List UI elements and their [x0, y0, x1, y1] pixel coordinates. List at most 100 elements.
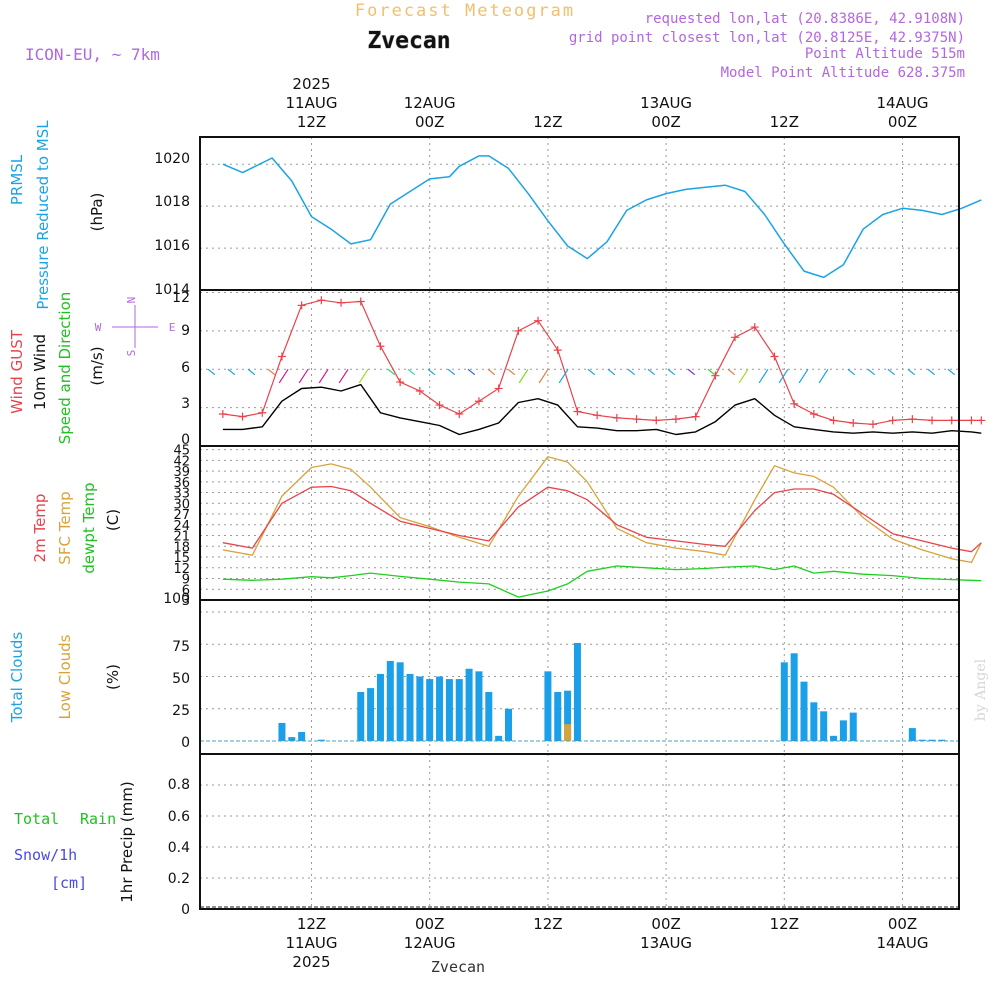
top-time-label-0-0: 2025 — [292, 75, 330, 93]
wind-arrow-9 — [387, 368, 396, 376]
gust-marker-36 — [928, 416, 937, 425]
wind-arrow-20 — [607, 368, 616, 376]
frame-precip — [199, 753, 960, 910]
wind-arrow-30 — [798, 368, 809, 384]
bottom-time-label-1-1: 12AUG — [404, 934, 456, 952]
total-cloud-bar-35 — [938, 739, 946, 741]
gust-marker-8 — [376, 342, 385, 351]
cloud-tick-75: 75 — [172, 639, 190, 655]
cloud-unit: (%) — [104, 664, 122, 690]
wind-arrow-19 — [587, 368, 596, 376]
precip-tick-0.6: 0.6 — [168, 809, 190, 825]
total-cloud-bar-18 — [495, 735, 503, 741]
wind-arrow-35 — [907, 368, 916, 376]
dewpt-line — [222, 565, 982, 598]
bottom-time-label-1-0: 00Z — [415, 915, 444, 933]
requested-point: requested lon,lat (20.8386E, 42.9108N) — [645, 11, 965, 27]
temp-tick-3: 3 — [182, 594, 190, 609]
total-cloud-label: Total Clouds — [8, 632, 26, 724]
temp-tick-12: 12 — [173, 562, 190, 577]
temp-tick-42: 42 — [173, 454, 190, 469]
precip-tick-0.2: 0.2 — [168, 871, 190, 887]
gust-line — [222, 299, 982, 425]
wind-dir-label: Speed and Direction — [56, 292, 74, 445]
top-time-label-3-1: 00Z — [651, 113, 680, 131]
top-time-label-4-0: 12Z — [770, 113, 799, 131]
wind-unit: (m/s) — [88, 346, 106, 385]
wind-arrow-13 — [467, 368, 476, 376]
gust-marker-2 — [258, 408, 267, 417]
temp-tick-24: 24 — [173, 519, 190, 534]
bottom-time-label-4-0: 12Z — [770, 915, 799, 933]
total-cloud-bar-30 — [839, 720, 847, 741]
total-cloud-bar-2 — [298, 731, 306, 741]
total-cloud-bar-12 — [436, 676, 444, 741]
wind-arrow-12 — [447, 368, 456, 376]
wind-arrow-25 — [707, 368, 716, 376]
total-cloud-bar-8 — [396, 662, 404, 741]
top-time-label-0-1: 11AUG — [286, 94, 338, 112]
pressure-tick-1014: 1014 — [154, 282, 190, 298]
wind-arrow-5 — [298, 368, 309, 384]
total-cloud-bar-5 — [367, 688, 375, 741]
gust-marker-37 — [947, 416, 956, 425]
gust-marker-24 — [691, 412, 700, 421]
total-cloud-bar-17 — [485, 691, 493, 741]
top-time-label-0-2: 12Z — [297, 113, 326, 131]
temp-tick-21: 21 — [173, 530, 190, 545]
gust-marker-32 — [849, 418, 858, 427]
total-cloud-bar-9 — [406, 673, 414, 741]
gust-marker-7 — [356, 297, 365, 306]
gust-marker-16 — [534, 316, 543, 325]
chart-marks — [200, 155, 986, 908]
wind-arrow-11 — [427, 368, 436, 376]
total-cloud-bar-28 — [820, 711, 828, 741]
wind-tick-0: 0 — [181, 432, 190, 448]
wind-arrow-16 — [518, 368, 529, 384]
t2m-label: 2m Temp — [31, 494, 49, 563]
wind-arrow-17 — [538, 368, 549, 384]
top-time-label-2-0: 12Z — [533, 113, 562, 131]
grid-lines — [200, 137, 959, 909]
total-cloud-bar-25 — [790, 653, 798, 741]
gust-marker-34 — [888, 416, 897, 425]
wind-arrow-10 — [407, 368, 416, 376]
wind-arrow-31 — [818, 368, 829, 384]
point-altitude: Point Altitude 515m — [805, 46, 965, 62]
wind-arrow-15 — [507, 368, 516, 376]
total-cloud-bar-34 — [928, 739, 936, 741]
total-cloud-bar-20 — [544, 671, 552, 741]
gust-marker-26 — [731, 333, 740, 342]
temp-tick-15: 15 — [173, 551, 190, 566]
gust-marker-1 — [238, 412, 247, 421]
gust-marker-22 — [652, 416, 661, 425]
gust-marker-0 — [218, 410, 227, 419]
wind-arrow-36 — [927, 368, 936, 376]
gust-marker-29 — [790, 399, 799, 408]
product-title: Forecast Meteogram — [355, 1, 575, 21]
bottom-time-label-5-0: 00Z — [888, 915, 917, 933]
wind-arrow-3 — [267, 368, 276, 376]
total-cloud-bar-13 — [445, 679, 453, 741]
gust-marker-30 — [809, 410, 818, 419]
total-cloud-bar-29 — [830, 735, 838, 741]
total-cloud-bar-6 — [376, 673, 384, 741]
precip-tick-0.4: 0.4 — [168, 840, 190, 856]
temp-tick-45: 45 — [173, 444, 190, 459]
gust-marker-19 — [593, 411, 602, 420]
total-cloud-bar-16 — [475, 671, 483, 741]
model-altitude: Model Point Altitude 628.375m — [721, 65, 965, 81]
temp-tick-33: 33 — [173, 487, 190, 502]
total-cloud-bar-0 — [278, 722, 286, 741]
compass-south: S — [125, 350, 138, 357]
bottom-time-label-0-2: 2025 — [292, 953, 330, 971]
bottom-time-label-0-1: 11AUG — [286, 934, 338, 952]
temp-unit: (C) — [104, 509, 122, 531]
location-title: Zvecan — [367, 28, 450, 54]
precip-cm-label: [cm] — [51, 874, 87, 892]
gust-marker-4 — [297, 301, 306, 310]
precip-tick-0: 0 — [181, 902, 190, 918]
wind-arrow-14 — [487, 368, 496, 376]
pressure-tick-1016: 1016 — [154, 238, 190, 254]
